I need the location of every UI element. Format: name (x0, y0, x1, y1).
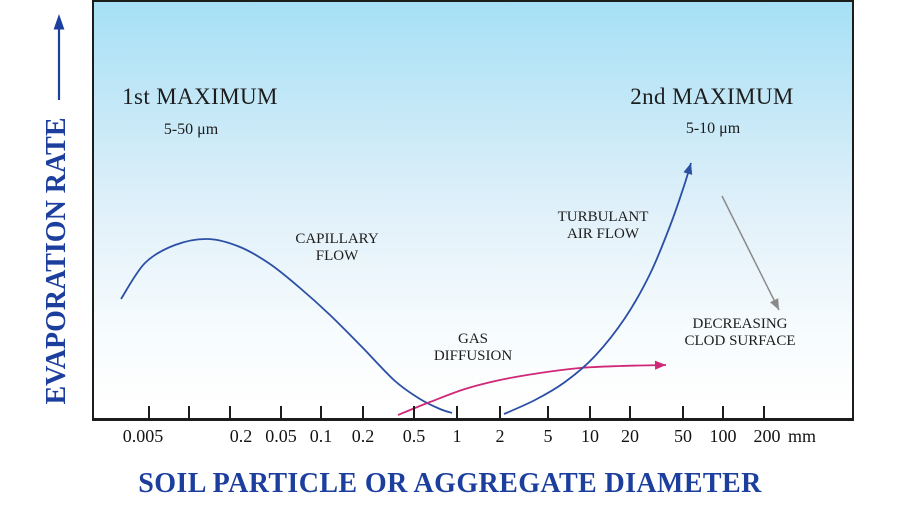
x-tick (547, 406, 549, 419)
x-tick (320, 406, 322, 419)
x-tick-label: 20 (621, 426, 639, 446)
y-axis-arrow-head (53, 14, 65, 30)
capillary-flow-label: CAPILLARY FLOW (295, 231, 379, 264)
x-tick (148, 406, 150, 419)
decreasing-clod-surface-label: DECREASING CLOD SURFACE (684, 316, 796, 349)
second-maximum-label: 2nd MAXIMUM (630, 84, 794, 109)
x-axis-title: SOIL PARTICLE OR AGGREGATE DIAMETER (138, 468, 762, 499)
x-axis-unit-label: mm (787, 426, 817, 446)
x-tick-label: 200 (753, 426, 781, 446)
x-tick (499, 406, 501, 419)
first-maximum-range: 5-50 μm (163, 121, 219, 138)
gas-diffusion-label: GAS DIFFUSION (433, 331, 513, 364)
y-axis-arrow-icon (53, 14, 65, 100)
x-tick (413, 406, 415, 419)
x-tick (589, 406, 591, 419)
x-tick (763, 406, 765, 419)
x-tick-label: 50 (674, 426, 692, 446)
x-tick-label: 0.1 (309, 426, 333, 446)
x-tick (229, 406, 231, 419)
x-tick-label: 0.2 (351, 426, 375, 446)
x-tick (362, 406, 364, 419)
turbulent-air-flow-label: TURBULANT AIR FLOW (557, 209, 649, 242)
first-maximum-label: 1st MAXIMUM (122, 84, 278, 109)
x-tick (456, 406, 458, 419)
y-axis-title: EVAPORATION RATE (41, 117, 72, 405)
x-tick-label: 0.05 (265, 426, 297, 446)
x-tick-label: 5 (543, 426, 553, 446)
x-tick-label: 0.005 (122, 426, 164, 446)
x-tick-label: 0.5 (402, 426, 426, 446)
x-tick (188, 406, 190, 419)
x-tick-label: 100 (709, 426, 737, 446)
x-tick-label: 0.2 (229, 426, 253, 446)
x-tick (280, 406, 282, 419)
x-tick-label: 1 (452, 426, 462, 446)
x-tick-label: 10 (581, 426, 599, 446)
second-maximum-range: 5-10 μm (685, 120, 741, 137)
x-tick-label: 2 (495, 426, 505, 446)
x-tick (682, 406, 684, 419)
x-tick (722, 406, 724, 419)
x-tick (629, 406, 631, 419)
